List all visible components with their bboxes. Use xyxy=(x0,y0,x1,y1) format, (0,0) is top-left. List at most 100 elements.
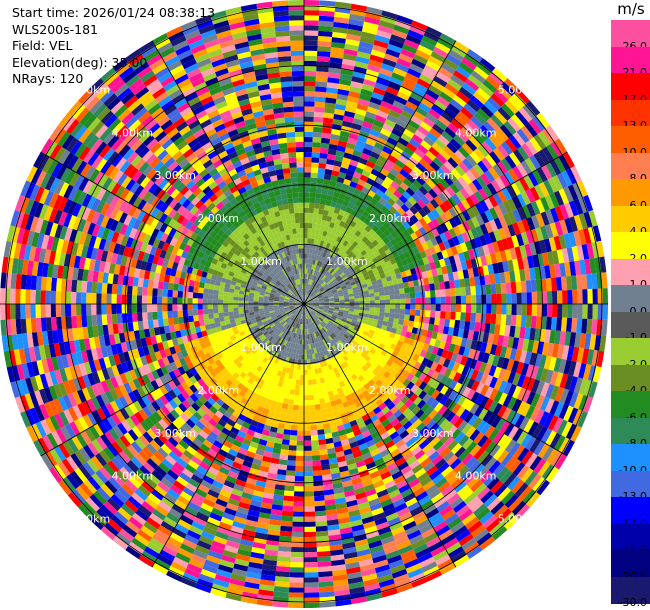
ppi-gate xyxy=(489,273,496,285)
ppi-gate xyxy=(524,327,531,340)
ppi-gate xyxy=(540,278,547,292)
ppi-gate xyxy=(438,242,446,252)
ppi-gate xyxy=(317,250,322,256)
ppi-gate xyxy=(485,342,493,354)
ppi-gate xyxy=(368,101,381,111)
ppi-gate xyxy=(349,301,355,304)
ppi-gate xyxy=(360,31,377,40)
ppi-gate xyxy=(405,343,413,352)
ppi-gate xyxy=(368,289,375,294)
ppi-gate xyxy=(441,189,452,200)
ppi-gate xyxy=(425,112,439,124)
ppi-gate xyxy=(470,258,478,269)
ppi-gate xyxy=(442,273,450,282)
ppi-gate xyxy=(290,429,298,436)
ppi-gate xyxy=(370,246,378,254)
ppi-gate xyxy=(361,283,368,289)
ppi-gate xyxy=(499,272,506,284)
ppi-gate xyxy=(476,304,482,314)
ppi-gate xyxy=(370,168,380,177)
ppi-gate xyxy=(304,470,314,477)
ppi-gate xyxy=(339,307,345,311)
ppi-gate xyxy=(576,318,583,334)
ppi-gate xyxy=(326,215,333,223)
ppi-gate xyxy=(390,34,406,44)
ppi-gate xyxy=(317,309,323,313)
ppi-gate xyxy=(578,394,589,412)
ppi-gate xyxy=(581,243,590,260)
ppi-gate xyxy=(455,262,463,272)
ppi-gate xyxy=(339,297,345,301)
ppi-gate xyxy=(521,389,532,403)
ppi-gate xyxy=(305,288,307,294)
ppi-gate xyxy=(579,333,587,349)
ppi-gate xyxy=(364,327,371,333)
ppi-gate xyxy=(308,389,314,396)
ppi-gate xyxy=(345,142,356,150)
ppi-gate xyxy=(495,177,506,190)
ppi-gate xyxy=(351,76,365,84)
ppi-gate xyxy=(457,176,468,188)
ppi-gate xyxy=(393,189,403,199)
ppi-gate xyxy=(430,297,436,304)
ppi-gate xyxy=(305,294,307,300)
ppi-gate xyxy=(299,379,304,386)
ppi-gate xyxy=(321,214,328,221)
ppi-gate xyxy=(306,253,310,259)
ppi-gate xyxy=(489,323,496,335)
ppi-gate xyxy=(332,264,338,271)
ppi-gate xyxy=(501,238,510,251)
ppi-gate xyxy=(304,217,309,224)
ppi-gate xyxy=(281,510,294,517)
ppi-gate xyxy=(351,234,359,241)
ppi-gate xyxy=(305,278,307,284)
ppi-gate xyxy=(428,353,437,362)
ppi-gate xyxy=(536,112,550,129)
ppi-gate xyxy=(394,255,402,263)
ppi-gate xyxy=(288,394,295,400)
ppi-gate xyxy=(339,304,345,307)
ppi-gate xyxy=(512,385,522,399)
ppi-gate xyxy=(512,209,522,223)
ppi-gate xyxy=(411,273,418,281)
ppi-gate xyxy=(500,158,513,172)
ppi-gate xyxy=(489,388,499,401)
ppi-gate xyxy=(526,292,532,304)
ppi-gate xyxy=(339,244,346,251)
ppi-gate xyxy=(374,34,391,44)
ppi-gate xyxy=(521,218,531,232)
ppi-gate xyxy=(304,536,317,543)
ppi-gate xyxy=(313,288,318,293)
ppi-gate xyxy=(352,317,358,322)
ppi-gate xyxy=(311,157,320,163)
ppi-gate xyxy=(529,327,536,341)
ppi-gate xyxy=(432,275,440,284)
ppi-gate xyxy=(361,319,368,325)
ppi-gate xyxy=(498,380,508,393)
ppi-gate xyxy=(444,220,453,231)
ppi-gate xyxy=(364,275,371,281)
ppi-gate xyxy=(316,277,321,283)
ppi-gate xyxy=(387,336,394,344)
ppi-gate xyxy=(406,174,416,184)
ppi-gate xyxy=(526,216,536,231)
ppi-gate xyxy=(530,392,541,408)
ppi-gate xyxy=(455,336,463,346)
ppi-gate xyxy=(511,235,520,248)
ppi-gate xyxy=(378,240,386,248)
ppi-gate xyxy=(466,218,476,230)
ppi-gate xyxy=(350,322,357,327)
ppi-gate xyxy=(361,26,378,35)
ppi-gate xyxy=(304,248,307,254)
ppi-gate xyxy=(432,157,444,168)
ppi-gate xyxy=(377,72,392,82)
ppi-gate xyxy=(298,354,302,360)
ppi-gate xyxy=(554,205,565,222)
ppi-gate xyxy=(329,299,335,302)
ppi-gate xyxy=(515,315,522,327)
ppi-gate xyxy=(532,115,546,132)
ppi-gate xyxy=(460,304,467,313)
ppi-gate xyxy=(360,322,367,328)
ppi-gate xyxy=(504,325,511,337)
ppi-gate xyxy=(324,301,330,303)
